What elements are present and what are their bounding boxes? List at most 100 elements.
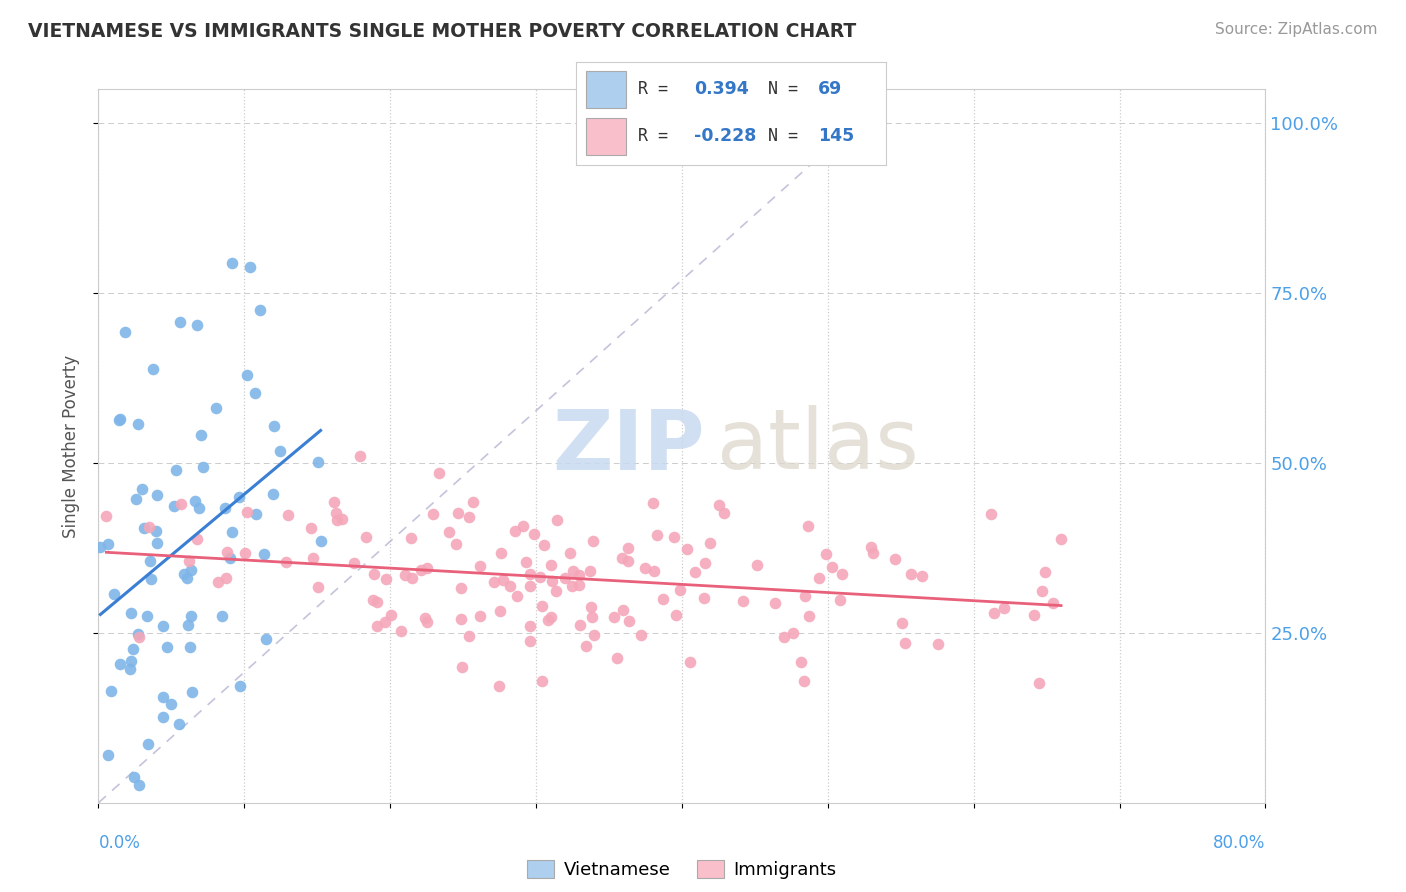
Point: [544, 583, 567, 598]
Point: [699, 535, 721, 549]
Point: [186, 318, 208, 332]
Point: [772, 630, 794, 644]
Text: 0.0%: 0.0%: [98, 834, 141, 852]
Text: 145: 145: [818, 127, 853, 145]
Point: [512, 519, 534, 533]
Point: [489, 546, 512, 560]
Bar: [586, 118, 626, 155]
Point: [634, 560, 657, 574]
Point: [498, 579, 520, 593]
Point: [127, 626, 149, 640]
Point: [799, 608, 821, 623]
Point: [128, 630, 150, 644]
Point: [169, 315, 191, 329]
Point: [413, 611, 436, 625]
Point: [181, 685, 204, 699]
Point: [114, 325, 136, 339]
Point: [884, 552, 907, 566]
Point: [401, 531, 423, 545]
Point: [561, 564, 583, 578]
Point: [458, 509, 481, 524]
Point: [131, 482, 153, 496]
Point: [165, 463, 187, 477]
Point: [307, 455, 329, 469]
Point: [1033, 565, 1056, 579]
Point: [125, 491, 148, 506]
Point: [515, 554, 537, 568]
Point: [731, 594, 754, 608]
Text: 69: 69: [818, 79, 842, 97]
Text: atlas: atlas: [717, 406, 918, 486]
Point: [862, 546, 884, 560]
Text: R =: R =: [638, 79, 678, 97]
Point: [790, 655, 813, 669]
Point: [540, 558, 562, 572]
Point: [506, 589, 529, 603]
Point: [643, 496, 665, 510]
Point: [361, 592, 384, 607]
Point: [492, 573, 515, 587]
Point: [394, 567, 416, 582]
Point: [163, 499, 186, 513]
Point: [173, 567, 195, 582]
Point: [177, 554, 200, 568]
Point: [326, 512, 349, 526]
Point: [228, 679, 250, 693]
Text: 0.394: 0.394: [695, 79, 749, 97]
Point: [427, 466, 450, 480]
Point: [546, 514, 568, 528]
Point: [103, 587, 125, 601]
Point: [603, 609, 626, 624]
Point: [108, 413, 131, 427]
Point: [122, 770, 145, 784]
Point: [651, 592, 673, 607]
Point: [204, 401, 226, 416]
Point: [108, 657, 131, 672]
Point: [444, 536, 467, 550]
Point: [142, 362, 165, 376]
Point: [160, 698, 183, 712]
Point: [437, 524, 460, 539]
Point: [815, 547, 838, 561]
Point: [606, 650, 628, 665]
Point: [207, 575, 229, 590]
Point: [152, 619, 174, 633]
Point: [447, 506, 470, 520]
Point: [146, 488, 169, 502]
Point: [375, 572, 398, 586]
Point: [96, 509, 118, 524]
Point: [911, 568, 934, 582]
Text: VIETNAMESE VS IMMIGRANTS SINGLE MOTHER POVERTY CORRELATION CHART: VIETNAMESE VS IMMIGRANTS SINGLE MOTHER P…: [28, 22, 856, 41]
Point: [243, 385, 266, 400]
Text: ZIP: ZIP: [553, 406, 706, 486]
Point: [927, 637, 949, 651]
Point: [617, 614, 640, 628]
Point: [782, 625, 804, 640]
Legend: Vietnamese, Immigrants: Vietnamese, Immigrants: [520, 853, 844, 887]
Point: [488, 604, 510, 618]
Point: [363, 566, 385, 581]
Point: [993, 600, 1015, 615]
Point: [519, 633, 541, 648]
Point: [152, 710, 174, 724]
Point: [541, 574, 564, 588]
Point: [245, 507, 267, 521]
Point: [416, 615, 439, 629]
Point: [1050, 532, 1073, 546]
Point: [302, 550, 325, 565]
Point: [218, 550, 240, 565]
Point: [484, 574, 506, 589]
Point: [191, 460, 214, 475]
Point: [262, 487, 284, 501]
Point: [894, 636, 917, 650]
Point: [463, 495, 485, 509]
Text: Source: ZipAtlas.com: Source: ZipAtlas.com: [1215, 22, 1378, 37]
Point: [1028, 676, 1050, 690]
Point: [190, 427, 212, 442]
Point: [221, 525, 243, 540]
Text: R =: R =: [638, 127, 678, 145]
Point: [138, 520, 160, 534]
Point: [679, 655, 702, 669]
Point: [221, 256, 243, 270]
Point: [488, 679, 510, 693]
